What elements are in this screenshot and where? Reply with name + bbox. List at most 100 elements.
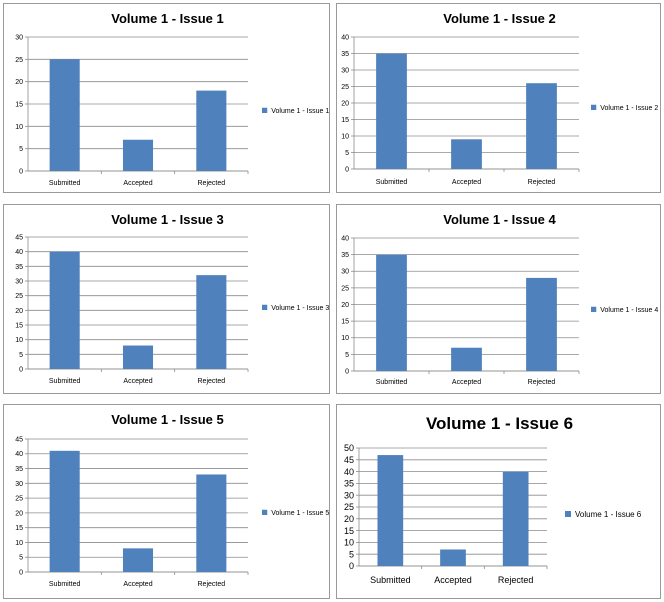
y-tick-label: 40	[15, 451, 23, 458]
chart-panel-5: Volume 1 - Issue 5 0 5 10 15 20 25 30 35 40 45 Subm…	[3, 404, 330, 599]
y-tick-label: 30	[15, 278, 23, 285]
y-tick-label: 40	[341, 235, 349, 242]
y-tick-label: 45	[15, 436, 23, 443]
legend-swatch	[262, 509, 268, 515]
chart-panel-6: Volume 1 - Issue 6 0 5 10 15 20 25 30 35 40 45 50 Su…	[336, 404, 661, 599]
y-tick-label: 45	[15, 234, 23, 241]
x-tick-label: Submitted	[376, 179, 408, 186]
y-tick-label: 20	[344, 514, 354, 524]
legend-label: Volume 1 - Issue 5	[271, 510, 329, 517]
legend-swatch	[591, 104, 597, 110]
bar-chart-5: Volume 1 - Issue 5 0 5 10 15 20 25 30 35 40 45 Subm…	[15, 412, 329, 588]
y-tick-label: 20	[15, 79, 23, 86]
legend-label: Volume 1 - Issue 1	[271, 108, 329, 115]
y-tick-label: 35	[341, 51, 349, 58]
legend-swatch	[591, 306, 597, 312]
legend-swatch	[262, 304, 268, 310]
y-tick-label: 30	[341, 67, 349, 74]
chart-title: Volume 1 - Issue 6	[426, 414, 573, 433]
y-tick-label: 0	[345, 368, 349, 375]
y-tick-label: 5	[345, 352, 349, 359]
chart-title: Volume 1 - Issue 5	[111, 412, 223, 427]
bar-accepted	[440, 549, 466, 566]
y-tick-label: 5	[349, 549, 354, 559]
y-tick-label: 5	[19, 555, 23, 562]
y-tick-label: 30	[341, 269, 349, 276]
y-tick-label: 35	[341, 252, 349, 259]
y-tick-label: 15	[344, 526, 354, 536]
bar-submitted	[377, 455, 404, 566]
bar-accepted	[122, 345, 154, 369]
x-tick-label: Rejected	[528, 379, 556, 386]
chart-title: Volume 1 - Issue 2	[443, 11, 555, 26]
bar-rejected	[502, 471, 529, 566]
y-tick-label: 25	[15, 57, 23, 64]
y-tick-label: 15	[341, 117, 349, 124]
y-tick-label: 10	[15, 124, 23, 131]
bar-rejected	[526, 277, 557, 371]
x-tick-label: Rejected	[198, 378, 226, 385]
chart-panel-3: Volume 1 - Issue 3 0 5 10 15 20 25 30 35 40 45 Subm…	[3, 204, 330, 394]
x-tick-label: Submitted	[370, 575, 411, 585]
y-tick-label: 15	[15, 322, 23, 329]
chart-panel-4: Volume 1 - Issue 4 0 5 10 15 20 25 30 35 40 Submit…	[336, 204, 661, 394]
x-tick-label: Accepted	[123, 581, 152, 588]
chart-panel-2: Volume 1 - Issue 2 0 5 10 15 20 25 30 35 40 Submit…	[336, 3, 661, 193]
x-tick-label: Accepted	[123, 180, 152, 187]
chart-panel-1: Volume 1 - Issue 1 0 5 10 15 20 25 30 Submitted A…	[3, 3, 330, 193]
bar-rejected	[196, 90, 227, 171]
x-tick-label: Accepted	[452, 379, 481, 386]
y-tick-label: 15	[15, 525, 23, 532]
legend-swatch	[565, 511, 571, 517]
bar-submitted	[49, 450, 80, 572]
y-tick-label: 35	[15, 466, 23, 473]
x-tick-label: Rejected	[198, 581, 226, 588]
x-tick-label: Submitted	[49, 581, 81, 588]
y-tick-label: 25	[15, 496, 23, 503]
chart-title: Volume 1 - Issue 4	[443, 212, 556, 227]
bar-rejected	[196, 275, 227, 369]
bar-accepted	[122, 548, 154, 572]
y-tick-label: 5	[19, 352, 23, 359]
y-tick-label: 25	[341, 84, 349, 91]
legend-swatch	[262, 107, 268, 113]
y-tick-label: 0	[19, 569, 23, 576]
x-tick-label: Submitted	[49, 378, 81, 385]
y-tick-label: 0	[349, 561, 354, 571]
x-tick-label: Rejected	[498, 575, 534, 585]
y-tick-label: 50	[344, 443, 354, 453]
legend-label: Volume 1 - Issue 2	[600, 105, 658, 112]
x-tick-label: Accepted	[123, 378, 152, 385]
y-tick-label: 0	[19, 168, 23, 175]
bar-rejected	[196, 474, 227, 572]
y-tick-label: 10	[341, 133, 349, 140]
y-tick-label: 5	[345, 150, 349, 157]
bar-chart-3: Volume 1 - Issue 3 0 5 10 15 20 25 30 35 40 45 Subm…	[15, 212, 329, 385]
y-tick-label: 20	[341, 302, 349, 309]
legend-label: Volume 1 - Issue 4	[600, 307, 658, 314]
y-tick-label: 30	[15, 34, 23, 41]
y-tick-label: 30	[15, 481, 23, 488]
y-tick-label: 10	[15, 540, 23, 547]
bar-accepted	[122, 139, 154, 171]
y-tick-label: 15	[341, 319, 349, 326]
bar-submitted	[49, 59, 80, 172]
y-tick-label: 25	[344, 502, 354, 512]
bar-submitted	[376, 53, 407, 169]
y-tick-label: 30	[344, 490, 354, 500]
y-tick-label: 35	[344, 479, 354, 489]
bar-submitted	[49, 251, 80, 369]
chart-title: Volume 1 - Issue 3	[111, 212, 223, 227]
x-tick-label: Rejected	[528, 179, 556, 186]
bar-accepted	[451, 347, 482, 371]
x-tick-label: Accepted	[434, 575, 472, 585]
bar-submitted	[376, 254, 407, 371]
y-tick-label: 20	[341, 100, 349, 107]
chart-title: Volume 1 - Issue 1	[111, 11, 223, 26]
bar-chart-4: Volume 1 - Issue 4 0 5 10 15 20 25 30 35 40 Submit…	[341, 212, 658, 386]
y-tick-label: 20	[15, 308, 23, 315]
y-tick-label: 0	[345, 166, 349, 173]
y-tick-label: 20	[15, 510, 23, 517]
y-tick-label: 25	[15, 293, 23, 300]
